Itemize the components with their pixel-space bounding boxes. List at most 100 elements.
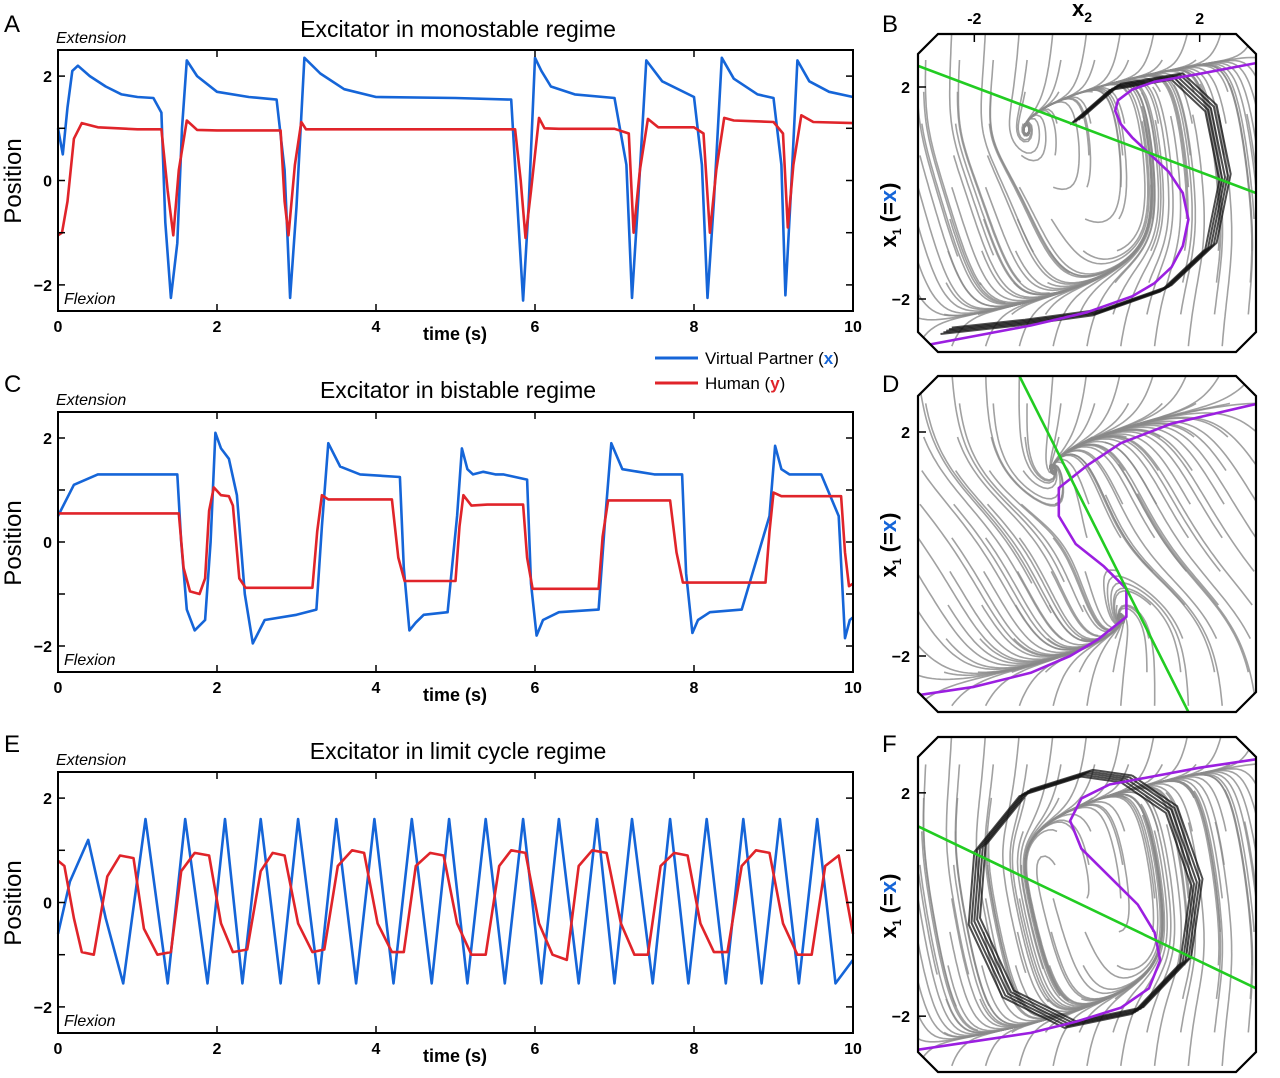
flow-line (1022, 764, 1062, 997)
series-line-partner (56, 817, 855, 985)
y-tick-label: 0 (43, 174, 52, 191)
phase-portrait-monostable: −2 2 -2 2 (892, 11, 1258, 354)
flow-line (1081, 85, 1153, 284)
panel-letter-e: E (4, 731, 20, 758)
flow-line (1146, 86, 1174, 315)
flow-line (1104, 441, 1252, 639)
flow-line (1104, 494, 1223, 706)
y-tick-label: −2 (34, 639, 52, 656)
flow-line (1112, 803, 1166, 1033)
x-tick-label: 8 (690, 680, 699, 697)
flow-line (1050, 376, 1256, 476)
panel-letter-b: B (882, 11, 898, 38)
flow-line (921, 831, 1010, 1033)
x1-axis-label-b: x1 (=x) (876, 183, 904, 248)
flow-line (924, 59, 982, 286)
flow-line (1082, 82, 1149, 261)
flow-line (1187, 114, 1205, 347)
flow-line (954, 764, 990, 1007)
flow-line (1086, 845, 1164, 1067)
flow-line (951, 376, 1065, 583)
xlabel-e: time (s) (423, 1046, 487, 1066)
flow-line (1217, 114, 1233, 347)
flow-line (1078, 105, 1154, 315)
flow-line (958, 403, 1084, 613)
extension-label-a: Extension (56, 30, 126, 47)
flow-line (980, 34, 1035, 253)
y-tick-label: −2 (892, 649, 910, 666)
flow-line (1018, 184, 1152, 275)
x-tick-label: 10 (844, 319, 862, 336)
flow-line (1035, 34, 1256, 115)
flow-line (956, 91, 1050, 295)
x-tick-label: 2 (213, 680, 222, 697)
attractor-trajectory (951, 72, 1232, 329)
y-tick-label: 2 (901, 80, 910, 97)
cubic-nullcline (918, 758, 1256, 1051)
panel-letter-f: F (882, 731, 897, 758)
ylabel-a: Position (0, 138, 27, 223)
x-tick-label: 4 (372, 319, 381, 336)
flow-line (1011, 797, 1084, 1010)
flow-line (957, 59, 1022, 283)
linear-nullcline (1018, 376, 1190, 712)
flow-line (1024, 795, 1156, 899)
flow-line (1153, 115, 1182, 347)
y-tick-label: −2 (34, 1000, 52, 1017)
x1-axis-label-f: x1 (=x) (876, 874, 904, 939)
series-line-human (57, 114, 854, 240)
phase-portrait-bistable: −2 2 (892, 374, 1258, 714)
flow-line (1022, 34, 1122, 137)
series-line-partner (56, 431, 854, 645)
flow-line (1009, 764, 1050, 1003)
flow-line (922, 436, 1064, 641)
flow-line (1144, 795, 1176, 1033)
x-tick-label: 0 (54, 680, 63, 697)
y-tick-label: 0 (43, 535, 52, 552)
x-tick-label: 0 (54, 319, 63, 336)
y-tick-label: 0 (43, 896, 52, 913)
x-tick-label: 6 (531, 1041, 540, 1058)
legend-label-human: Human (y) (705, 374, 785, 393)
flow-line (1024, 803, 1130, 933)
flow-line (984, 764, 1022, 1005)
xlabel-a: time (s) (423, 324, 487, 344)
x2-axis-label: x2 (1072, 0, 1092, 25)
flow-line (954, 123, 1078, 296)
y-tick-label: −2 (34, 278, 52, 295)
x-tick-label: 2 (213, 319, 222, 336)
flow-line (921, 123, 1034, 306)
y-tick-label: −2 (892, 1009, 910, 1026)
x-tick-label: 10 (844, 680, 862, 697)
panel-letter-d: D (882, 371, 899, 398)
chart-title-bistable: Excitator in bistable regime (320, 377, 596, 403)
panel-letter-a: A (4, 11, 20, 38)
panel-letter-c: C (4, 371, 21, 398)
x-tick-label: 8 (690, 1041, 699, 1058)
chart-monostable: 0 2 4 6 8 10 −2 0 2 (34, 49, 862, 336)
flow-line (1016, 831, 1122, 1009)
ylabel-e: Position (0, 860, 27, 945)
flow-line (918, 34, 959, 257)
y-tick-label: 2 (43, 69, 52, 86)
flow-line (956, 436, 1099, 637)
y-tick-label: 2 (43, 431, 52, 448)
ylabel-c: Position (0, 500, 27, 585)
flow-line (1022, 34, 1054, 137)
flow-line (1246, 113, 1256, 347)
flow-line (1050, 121, 1150, 265)
cubic-nullcline (918, 402, 1256, 697)
flow-line (918, 737, 938, 975)
flow-line (1024, 780, 1195, 901)
flow-line (1117, 463, 1250, 673)
flow-line (922, 764, 957, 1007)
extension-label-c: Extension (56, 392, 126, 409)
flow-line (1084, 814, 1162, 979)
flow-line (1030, 795, 1155, 932)
flow-line (945, 737, 970, 975)
series-line-partner (56, 56, 854, 302)
x-tick-label: 4 (372, 1041, 381, 1058)
x-tick-label: 10 (844, 1041, 862, 1058)
flow-line (1193, 790, 1224, 1033)
